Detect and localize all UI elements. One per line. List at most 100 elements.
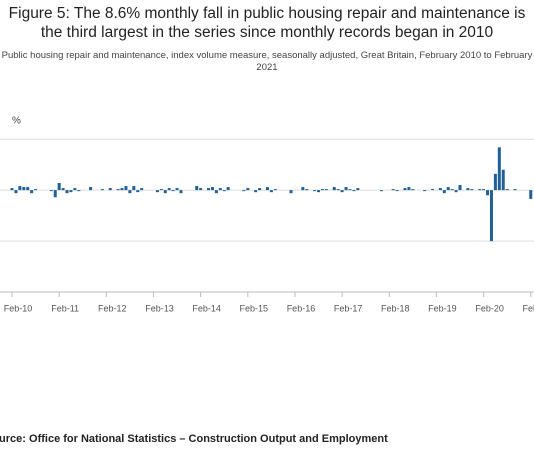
bar bbox=[438, 188, 442, 191]
bar bbox=[501, 169, 505, 191]
bar bbox=[352, 190, 356, 192]
bar bbox=[254, 190, 258, 193]
bar bbox=[100, 189, 104, 191]
bar bbox=[49, 190, 53, 192]
bar bbox=[336, 189, 340, 191]
x-tick-label: Feb-19 bbox=[428, 303, 457, 313]
bar bbox=[218, 188, 222, 191]
bar bbox=[513, 189, 517, 191]
bar bbox=[446, 187, 450, 191]
bar bbox=[18, 186, 22, 191]
bar bbox=[226, 187, 230, 191]
x-tick-label: Feb-21 bbox=[522, 303, 534, 313]
bar bbox=[65, 190, 69, 194]
bar bbox=[132, 186, 136, 191]
bar bbox=[470, 189, 474, 191]
bar bbox=[159, 189, 163, 191]
bar bbox=[458, 185, 462, 191]
bar bbox=[179, 190, 183, 194]
x-tick-label: Feb-18 bbox=[381, 303, 410, 313]
bar bbox=[246, 188, 250, 191]
bar bbox=[423, 190, 427, 192]
bar bbox=[313, 190, 317, 192]
bar bbox=[431, 189, 435, 191]
bar bbox=[222, 190, 226, 192]
bar bbox=[395, 190, 399, 192]
chart-title: Figure 5: The 8.6% monthly fall in publi… bbox=[8, 5, 526, 41]
bar bbox=[116, 189, 120, 191]
bar bbox=[348, 189, 352, 191]
bar bbox=[320, 189, 324, 191]
x-tick-label: Feb-20 bbox=[475, 303, 504, 313]
bar bbox=[69, 190, 73, 193]
bar bbox=[214, 190, 218, 194]
x-tick-label: Feb-12 bbox=[98, 303, 127, 313]
bar bbox=[324, 189, 328, 191]
x-tick-label: Feb-17 bbox=[334, 303, 363, 313]
bar bbox=[305, 189, 309, 191]
bar bbox=[195, 186, 199, 191]
bar bbox=[403, 188, 407, 191]
bar bbox=[175, 188, 179, 191]
bar bbox=[265, 187, 269, 191]
x-tick-label: Feb-16 bbox=[287, 303, 316, 313]
bar bbox=[450, 189, 454, 191]
bar bbox=[10, 188, 14, 191]
bar bbox=[128, 190, 132, 194]
bar bbox=[486, 190, 490, 196]
bar bbox=[466, 188, 470, 191]
bar bbox=[140, 188, 144, 191]
bar bbox=[171, 190, 175, 192]
bar bbox=[493, 173, 497, 191]
bar bbox=[14, 190, 18, 194]
x-tick-label: Feb-14 bbox=[192, 303, 221, 313]
bar bbox=[26, 187, 30, 191]
bar bbox=[407, 187, 411, 191]
bar bbox=[505, 189, 509, 191]
bar bbox=[529, 190, 533, 199]
bar bbox=[163, 190, 167, 194]
bar bbox=[34, 189, 38, 191]
bar bbox=[89, 187, 93, 191]
bar bbox=[136, 190, 140, 193]
bar bbox=[167, 188, 171, 191]
bar bbox=[340, 190, 344, 193]
bar bbox=[379, 190, 383, 192]
bar bbox=[442, 190, 446, 194]
bar bbox=[61, 188, 65, 191]
bar bbox=[269, 190, 273, 193]
bar bbox=[207, 188, 210, 191]
x-tick-label: Feb-15 bbox=[240, 303, 269, 313]
bar bbox=[108, 188, 112, 191]
bar bbox=[242, 190, 246, 192]
bar bbox=[344, 187, 348, 191]
bar bbox=[317, 190, 321, 193]
bar bbox=[478, 189, 482, 191]
bar bbox=[289, 190, 293, 194]
bar bbox=[356, 188, 360, 191]
bar bbox=[391, 189, 395, 191]
bar bbox=[124, 186, 128, 191]
bar bbox=[258, 188, 262, 191]
bar bbox=[454, 190, 458, 193]
x-tick-label: Feb-13 bbox=[145, 303, 174, 313]
y-axis-label: % bbox=[12, 116, 21, 127]
bar bbox=[22, 187, 26, 191]
bar bbox=[411, 189, 415, 191]
bar bbox=[273, 189, 277, 191]
bar bbox=[497, 147, 501, 191]
bar bbox=[53, 190, 57, 198]
bar bbox=[30, 190, 34, 194]
x-tick-label: Feb-11 bbox=[51, 303, 79, 313]
bar bbox=[332, 187, 336, 191]
bar bbox=[73, 188, 77, 191]
chart-subtitle: Public housing repair and maintenance, i… bbox=[1, 50, 533, 73]
bar bbox=[199, 188, 203, 191]
bar bbox=[482, 189, 486, 191]
bar bbox=[155, 190, 159, 193]
bar bbox=[210, 187, 214, 191]
bar bbox=[301, 187, 305, 191]
source: Source: Office for National Statistics –… bbox=[0, 433, 388, 445]
